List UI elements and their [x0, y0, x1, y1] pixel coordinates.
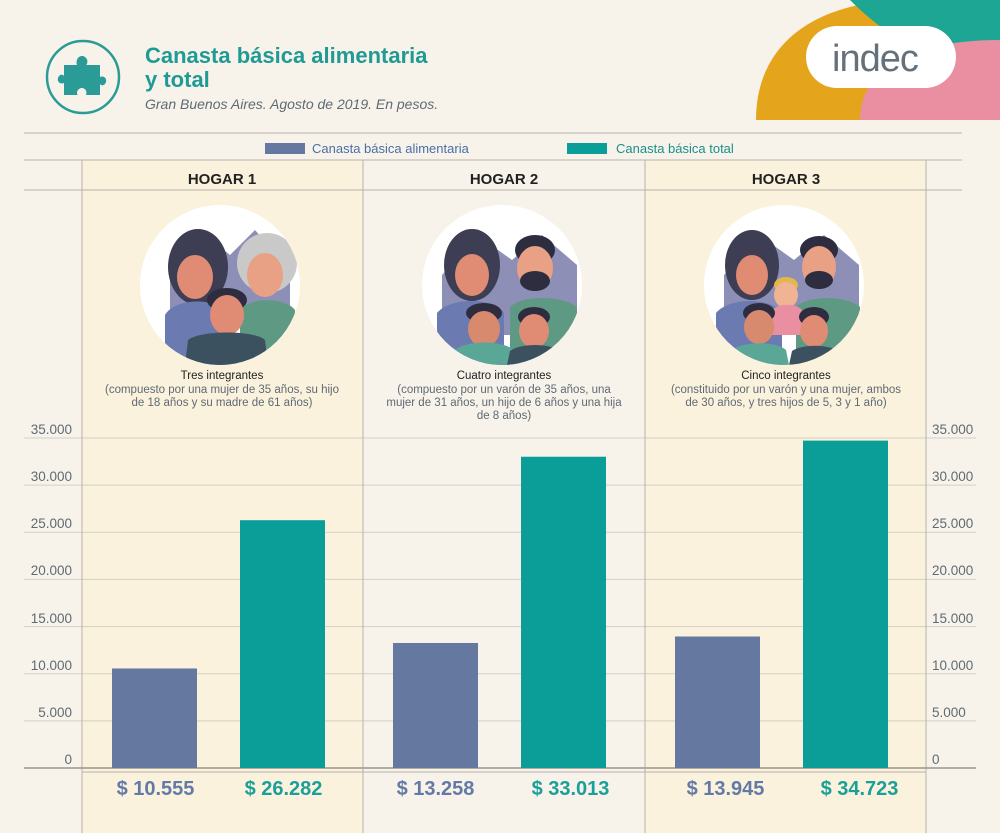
family-illustration-2 [422, 205, 582, 365]
family-illustration-1 [140, 205, 300, 365]
puzzle-icon [45, 39, 121, 115]
legend-swatch-total [567, 143, 607, 154]
hogar-1-desc-line: (compuesto por una mujer de 35 años, su … [105, 384, 339, 396]
hogar-1-title: HOGAR 1 [187, 171, 257, 188]
y-tick-label-left: 35.000 [30, 422, 72, 437]
y-tick-label-left: 25.000 [30, 516, 72, 532]
hogar-2-desc-line: de 8 años) [476, 410, 532, 422]
legend-swatch-alimentaria [265, 143, 305, 154]
hogar-1-count: Tres integrantes [180, 370, 264, 382]
y-tick-label-left: 10.000 [30, 657, 72, 673]
hogar-3-count: Cinco integrantes [741, 370, 831, 382]
bar-alimentaria-1 [112, 668, 197, 768]
legend-label-alimentaria: Canasta básica alimentaria [312, 141, 469, 156]
hogar-3-total-value: $ 34.723 [820, 778, 899, 800]
hogar-2-desc-line: (compuesto por un varón de 35 años, una [397, 384, 611, 396]
bar-alimentaria-2 [393, 642, 478, 768]
hogar-3-desc: (constituido por un varón y una mujer, a… [646, 384, 926, 410]
logo-pill [806, 26, 956, 88]
hogar-3-alim-value: $ 13.945 [686, 778, 765, 800]
bar-total-1 [240, 520, 325, 768]
indec-logo: indec [832, 38, 919, 80]
y-tick-label-right: 35.000 [932, 422, 974, 437]
hogar-3-desc-line: (constituido por un varón y una mujer, a… [670, 384, 902, 396]
family-illustration-3 [704, 205, 864, 365]
bar-total-2 [521, 456, 606, 768]
y-tick-label-left: 5.000 [38, 704, 72, 720]
y-tick-label-right: 10.000 [932, 657, 974, 673]
y-tick-label-right: 30.000 [932, 469, 974, 485]
legend-label-total: Canasta básica total [616, 141, 734, 156]
hogar-2-total-value: $ 33.013 [531, 778, 610, 800]
page-subtitle: Gran Buenos Aires. Agosto de 2019. En pe… [145, 96, 439, 112]
bar-total-3 [803, 440, 888, 768]
hogar-1-desc-line: de 18 años y su madre de 61 años) [131, 397, 313, 409]
hogar-3-title: HOGAR 3 [751, 171, 821, 188]
hogar-3-desc-line: de 30 años, y tres hijos de 5, 3 y 1 año… [685, 397, 887, 409]
hogar-2-count: Cuatro integrantes [456, 370, 552, 382]
y-tick-label-left: 30.000 [30, 469, 72, 485]
hogar-1-alim-value: $ 10.555 [116, 778, 195, 800]
corner-decoration [756, 0, 1000, 120]
y-tick-label-left: 20.000 [30, 563, 72, 579]
hogar-2-desc: (compuesto por un varón de 35 años, una … [364, 384, 644, 423]
y-tick-label-left: 0 [64, 752, 72, 767]
hogar-1-desc: (compuesto por una mujer de 35 años, su … [82, 384, 362, 410]
y-tick-label-right: 15.000 [932, 610, 974, 626]
y-tick-label-right: 0 [932, 752, 940, 767]
hogar-2-desc-line: mujer de 31 años, un hijo de 6 años y un… [386, 397, 622, 409]
y-tick-label-right: 20.000 [932, 563, 974, 579]
hogar-2-alim-value: $ 13.258 [396, 778, 475, 800]
hogar-1-total-value: $ 26.282 [244, 778, 323, 800]
hogar-2-title: HOGAR 2 [469, 171, 539, 188]
y-tick-label-right: 5.000 [932, 704, 966, 720]
page-title: Canasta básica alimentaria y total [145, 43, 428, 92]
bar-alimentaria-3 [675, 636, 760, 768]
y-tick-label-right: 25.000 [932, 516, 974, 532]
y-tick-label-left: 15.000 [30, 610, 72, 626]
